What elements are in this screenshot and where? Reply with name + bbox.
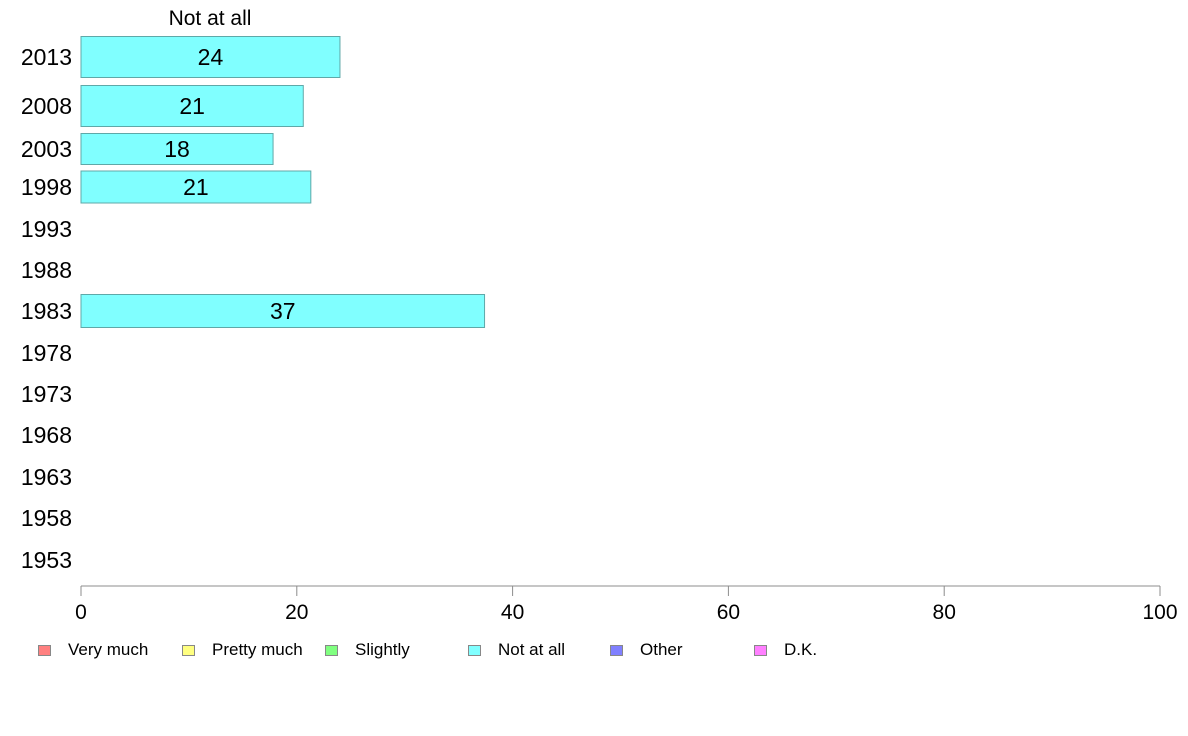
legend-swatch	[610, 644, 623, 656]
legend-item: Pretty much	[182, 639, 303, 661]
year-label: 2013	[21, 44, 72, 70]
chart: Not at all 2013 2008 2003 1998 1993 1988 1983 1…	[21, 7, 1178, 624]
legend-item: Not at all	[468, 639, 565, 661]
bar	[80, 85, 304, 127]
bar-value-label: 21	[183, 174, 209, 200]
x-tick-label: 100	[1142, 601, 1177, 624]
legend-swatch	[754, 644, 767, 656]
legend-label: Slightly	[355, 640, 410, 659]
year-label: 1958	[21, 505, 72, 531]
bar	[80, 294, 486, 328]
bar	[80, 36, 341, 78]
year-label: 1963	[21, 464, 72, 490]
legend-swatch	[182, 644, 195, 656]
legend-item: D.K.	[754, 639, 817, 661]
year-label: 1978	[21, 340, 72, 366]
legend-swatch	[468, 644, 481, 656]
year-label: 1973	[21, 381, 72, 407]
bar	[80, 170, 312, 204]
legend-item: Other	[610, 639, 683, 661]
legend-swatch	[325, 644, 338, 656]
x-tick-label: 80	[933, 601, 956, 624]
year-label: 1953	[21, 547, 72, 573]
chart-title: Not at all	[169, 7, 252, 30]
legend-label: D.K.	[784, 640, 818, 659]
legend-swatch	[38, 644, 51, 656]
legend-label: Not at all	[498, 640, 566, 659]
bar-value-label: 18	[164, 136, 190, 162]
year-label: 2008	[21, 93, 72, 119]
year-label: 1998	[21, 174, 72, 200]
bar-value-label: 24	[198, 44, 224, 70]
legend-item: Very much	[38, 639, 148, 661]
legend-item: Slightly	[325, 639, 410, 661]
year-label: 1968	[21, 422, 72, 448]
year-label: 1993	[21, 216, 72, 242]
year-label: 1988	[21, 257, 72, 283]
legend-label: Pretty much	[212, 640, 303, 659]
year-label: 1983	[21, 298, 72, 324]
year-label: 2003	[21, 136, 72, 162]
bar-value-label: 21	[179, 93, 205, 119]
legend: Very much Pretty much Slightly Not at all Ot…	[38, 639, 1138, 661]
legend-label: Other	[640, 640, 683, 659]
x-tick-label: 40	[501, 601, 524, 624]
x-tick-label: 20	[285, 601, 308, 624]
legend-label: Very much	[68, 640, 149, 659]
bar-value-label: 37	[270, 298, 296, 324]
x-tick-label: 0	[75, 601, 87, 624]
bar	[80, 133, 274, 165]
x-tick-label: 60	[717, 601, 740, 624]
